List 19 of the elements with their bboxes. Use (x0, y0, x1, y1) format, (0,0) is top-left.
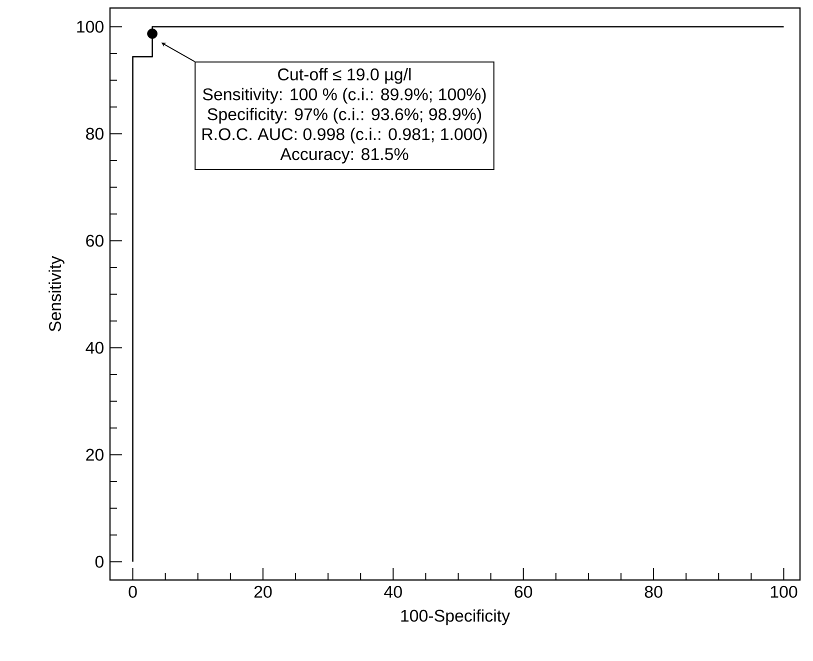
annotation: R.O.C. AUC: 0.998 (c.i.: 0.981; 1.000) (202, 128, 487, 144)
y-tick-label: 100 (77, 20, 104, 33)
y-tick-label: 40 (86, 342, 104, 354)
annotation: Accuracy: 81.5% (280, 148, 408, 164)
annotation: Sensitivity: 100 % (c.i.: 89.9%; 100%) (202, 88, 486, 104)
x-axis-title: 100-Specificity (401, 609, 510, 626)
x-tick-label: 80 (644, 586, 662, 598)
x-tick-label: 0 (128, 586, 137, 598)
y-axis-title: Sensitivity (48, 256, 64, 332)
x-tick-label: 40 (384, 586, 402, 598)
y-tick-label: 0 (95, 556, 104, 568)
annotation: Cut-off ≤ 19.0 µg/l (278, 68, 411, 84)
annotation: Specificity: 97% (c.i.: 93.6%; 98.9%) (208, 108, 482, 124)
x-tick-label: 20 (254, 586, 272, 598)
y-tick-label: 80 (86, 128, 104, 140)
y-tick-label: 20 (86, 448, 104, 461)
y-tick-label: 60 (86, 234, 104, 247)
x-tick-label: 100 (770, 586, 798, 598)
x-tick-label: 60 (514, 586, 532, 598)
